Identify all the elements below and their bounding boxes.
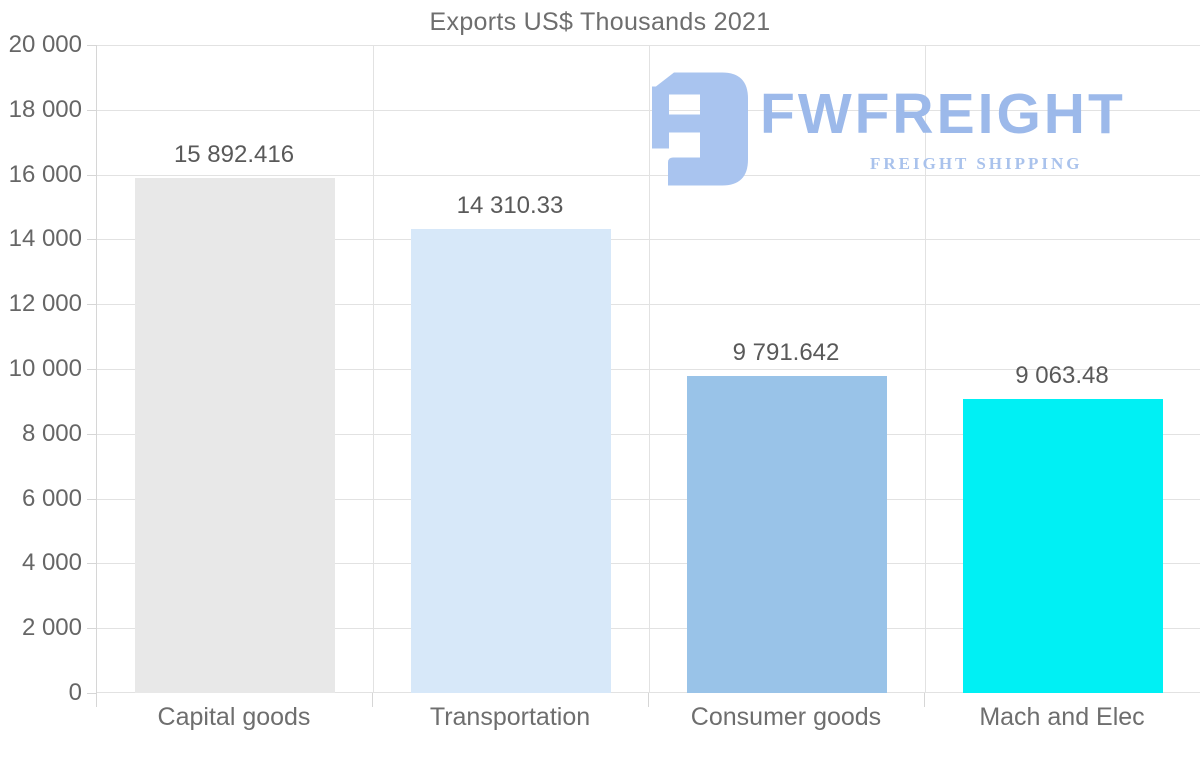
x-tick-label: Capital goods xyxy=(157,703,311,731)
gridline xyxy=(97,110,1200,111)
fwfreight-logo-tagline: FREIGHT SHIPPING xyxy=(870,154,1083,173)
bar[interactable] xyxy=(411,229,611,693)
y-axis-tick xyxy=(87,434,96,435)
gridline xyxy=(97,434,1200,435)
y-tick-label: 2 000 xyxy=(21,614,82,641)
gridline xyxy=(97,628,1200,629)
gridline xyxy=(97,175,1200,176)
plot-area xyxy=(96,45,1200,693)
bar-value-label: 15 892.416 xyxy=(173,141,295,168)
x-axis-tick xyxy=(96,693,97,707)
bar-value-label: 9 791.642 xyxy=(732,339,840,366)
gridline xyxy=(97,239,1200,240)
y-axis-tick xyxy=(87,369,96,370)
x-tick-label: Consumer goods xyxy=(690,703,882,731)
bar[interactable] xyxy=(963,399,1163,693)
chart-title: Exports US$ Thousands 2021 xyxy=(429,8,771,36)
bar-value-label: 14 310.33 xyxy=(456,192,564,219)
y-tick-label: 0 xyxy=(68,679,82,706)
y-axis-tick xyxy=(87,175,96,176)
y-axis-tick xyxy=(87,628,96,629)
y-axis-tick xyxy=(87,45,96,46)
x-axis-tick xyxy=(648,693,649,707)
gridline xyxy=(373,45,374,693)
fwfreight-logo-icon xyxy=(652,72,748,186)
gridline xyxy=(649,45,650,693)
y-tick-label: 10 000 xyxy=(8,355,82,382)
y-tick-label: 18 000 xyxy=(8,96,82,123)
gridline xyxy=(97,563,1200,564)
y-axis-tick xyxy=(87,239,96,240)
gridline xyxy=(97,499,1200,500)
y-axis-tick xyxy=(87,563,96,564)
fwfreight-logo-text: FWFREIGHT xyxy=(760,82,1126,146)
bar[interactable] xyxy=(687,376,887,693)
bar-value-label: 9 063.48 xyxy=(1015,362,1109,389)
y-axis-tick xyxy=(87,499,96,500)
gridline xyxy=(97,369,1200,370)
x-tick-label: Mach and Elec xyxy=(979,703,1145,731)
x-tick-label: Transportation xyxy=(429,703,591,731)
fwfreight-logo: FWFREIGHT FREIGHT SHIPPING xyxy=(648,72,1158,187)
x-axis-tick xyxy=(372,693,373,707)
gridline xyxy=(97,45,1200,46)
y-tick-label: 8 000 xyxy=(21,420,82,447)
gridline xyxy=(97,304,1200,305)
y-tick-label: 16 000 xyxy=(8,161,82,188)
gridline xyxy=(97,692,1200,693)
y-tick-label: 12 000 xyxy=(8,290,82,317)
bar[interactable] xyxy=(135,178,335,693)
y-tick-label: 14 000 xyxy=(8,225,82,252)
y-axis-tick xyxy=(87,304,96,305)
y-tick-label: 20 000 xyxy=(8,31,82,58)
y-tick-label: 4 000 xyxy=(21,549,82,576)
gridline xyxy=(925,45,926,693)
y-tick-label: 6 000 xyxy=(21,485,82,512)
y-axis-tick xyxy=(87,110,96,111)
y-axis-tick xyxy=(87,693,96,694)
x-axis-tick xyxy=(924,693,925,707)
